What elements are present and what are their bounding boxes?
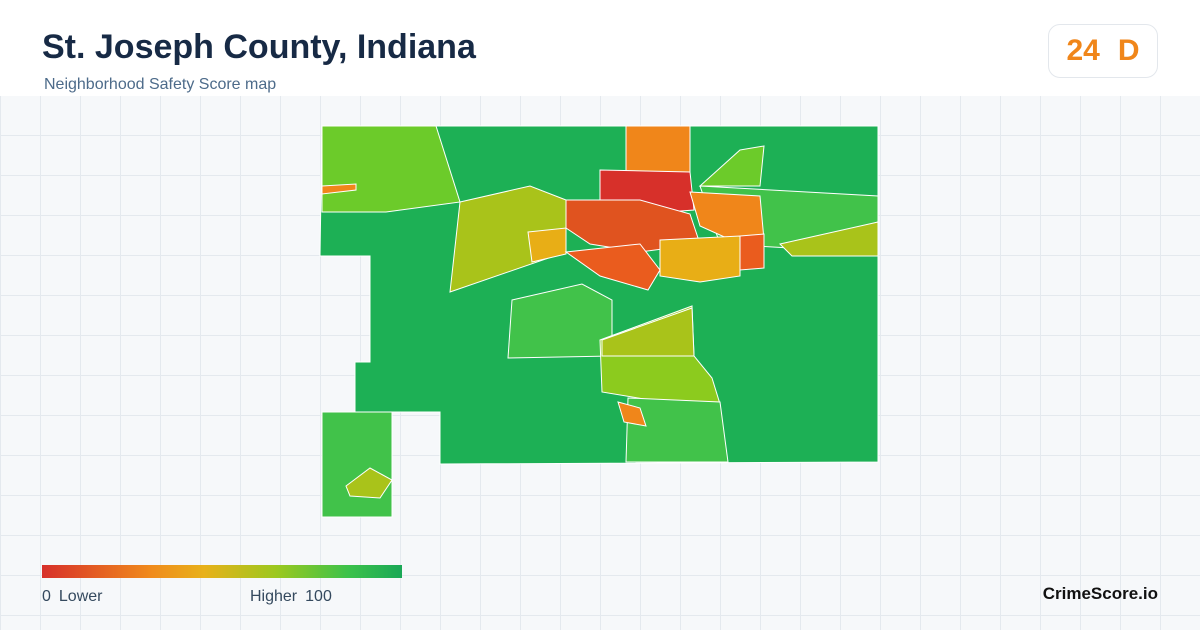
region	[698, 145, 765, 187]
legend-min-label: Lower	[58, 588, 103, 605]
region	[564, 243, 661, 291]
legend-max-value: 100	[305, 588, 332, 605]
score-grade: D	[1117, 34, 1140, 67]
legend-min-value: 0	[42, 588, 51, 605]
region	[739, 233, 765, 271]
region	[601, 307, 695, 357]
legend-gradient	[42, 565, 402, 578]
legend-max: Higher 100	[250, 588, 332, 606]
region	[625, 125, 691, 177]
region	[625, 397, 729, 463]
legend-max-label: Higher	[250, 588, 298, 605]
legend-min: 0 Lower	[42, 588, 102, 606]
region	[345, 467, 393, 499]
region	[617, 401, 647, 427]
region	[321, 411, 393, 518]
score-badge: 24 D	[1048, 24, 1158, 78]
brand: CrimeScore.io	[1042, 584, 1158, 603]
subtitle: Neighborhood Safety Score map	[44, 76, 277, 93]
regions	[319, 125, 879, 518]
region	[321, 125, 461, 213]
region	[779, 221, 879, 257]
score-value: 24	[1066, 34, 1100, 67]
region	[527, 227, 567, 263]
region	[659, 235, 741, 283]
title: St. Joseph County, Indiana	[42, 28, 476, 66]
region	[507, 283, 613, 359]
region	[321, 183, 357, 195]
